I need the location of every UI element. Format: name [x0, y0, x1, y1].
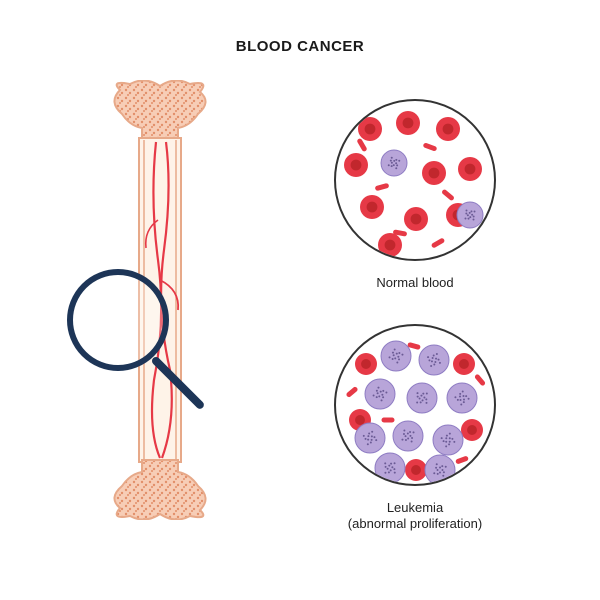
normal-blood-label: Normal blood [330, 275, 500, 290]
leukemia-label-line2: (abnormal proliferation) [348, 516, 482, 531]
leukemia-blood-panel [330, 320, 500, 490]
normal-blood-panel [330, 95, 500, 265]
page-title: BLOOD CANCER [0, 38, 600, 55]
leukemia-blood-label: Leukemia (abnormal proliferation) [330, 500, 500, 533]
magnifier-icon [58, 265, 228, 435]
leukemia-label-line1: Leukemia [387, 500, 443, 515]
